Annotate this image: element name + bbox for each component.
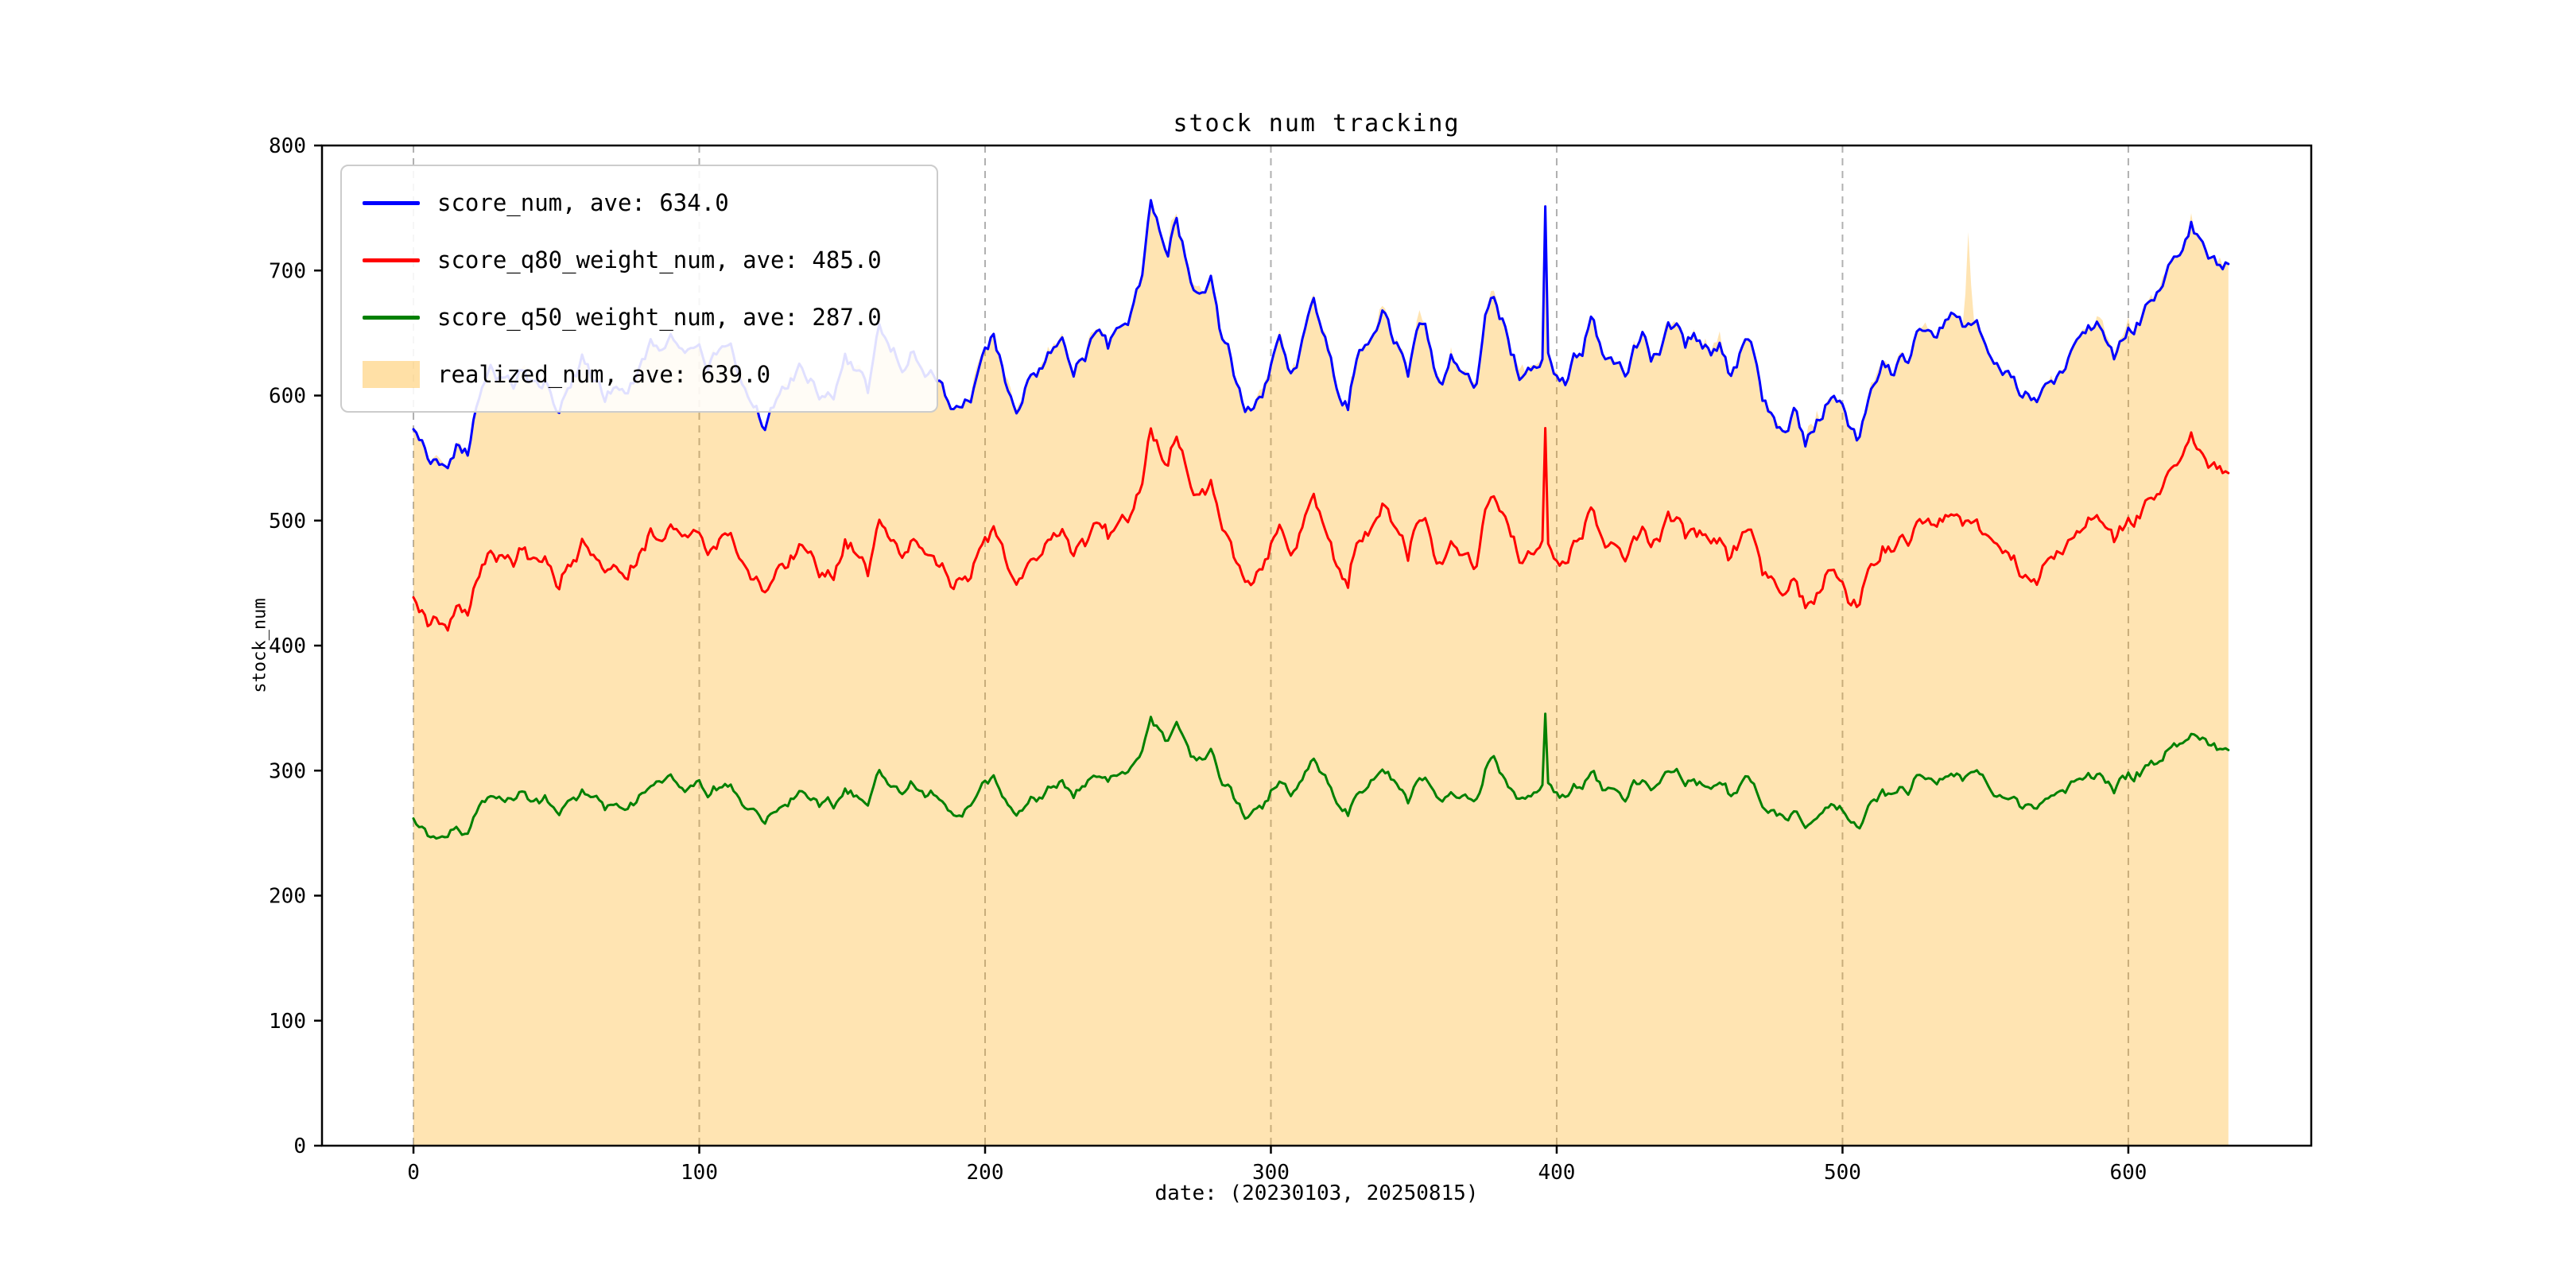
- x-tick-label: 600: [2109, 1161, 2147, 1185]
- y-tick-label: 100: [269, 1010, 306, 1034]
- legend-label: score_q80_weight_num, ave: 485.0: [437, 246, 882, 274]
- y-tick-label: 600: [269, 385, 306, 409]
- legend: score_num, ave: 634.0 score_q80_weight_n…: [340, 165, 938, 413]
- legend-label: score_num, ave: 634.0: [437, 189, 729, 216]
- y-axis-label: stock_num: [250, 598, 270, 693]
- x-tick-label: 0: [407, 1161, 420, 1185]
- legend-item-score-q50-weight-num: score_q50_weight_num, ave: 287.0: [342, 289, 937, 345]
- legend-label: realized_num, ave: 639.0: [437, 361, 771, 388]
- series-area-realized-num: [413, 199, 2229, 1146]
- y-tick-label: 0: [293, 1135, 306, 1158]
- legend-line-swatch-green: [363, 315, 420, 320]
- legend-line-swatch-blue: [363, 200, 420, 205]
- y-tick-label: 700: [269, 259, 306, 283]
- legend-item-score-q80-weight-num: score_q80_weight_num, ave: 485.0: [342, 232, 937, 288]
- legend-label: score_q50_weight_num, ave: 287.0: [437, 304, 882, 331]
- x-tick-label: 200: [967, 1161, 1004, 1185]
- legend-item-score-num: score_num, ave: 634.0: [342, 175, 937, 231]
- y-tick-label: 800: [269, 134, 306, 158]
- legend-item-realized-num: realized_num, ave: 639.0: [342, 347, 937, 402]
- x-tick-label: 100: [681, 1161, 718, 1185]
- x-tick-label: 300: [1252, 1161, 1290, 1185]
- y-tick-label: 200: [269, 885, 306, 909]
- legend-line-swatch-red: [363, 258, 420, 262]
- legend-patch-swatch-orange: [363, 361, 420, 388]
- x-tick-label: 400: [1538, 1161, 1575, 1185]
- x-tick-label: 500: [1824, 1161, 1861, 1185]
- x-axis-label: date: (20230103, 20250815): [1154, 1181, 1479, 1205]
- y-tick-label: 400: [269, 634, 306, 658]
- series-line-score-q50-weight-num: [412, 712, 2230, 840]
- series-line-score-q80-weight-num: [412, 427, 2230, 632]
- y-tick-label: 300: [269, 759, 306, 783]
- y-tick-label: 500: [269, 510, 306, 533]
- chart-title: stock num tracking: [1173, 110, 1461, 138]
